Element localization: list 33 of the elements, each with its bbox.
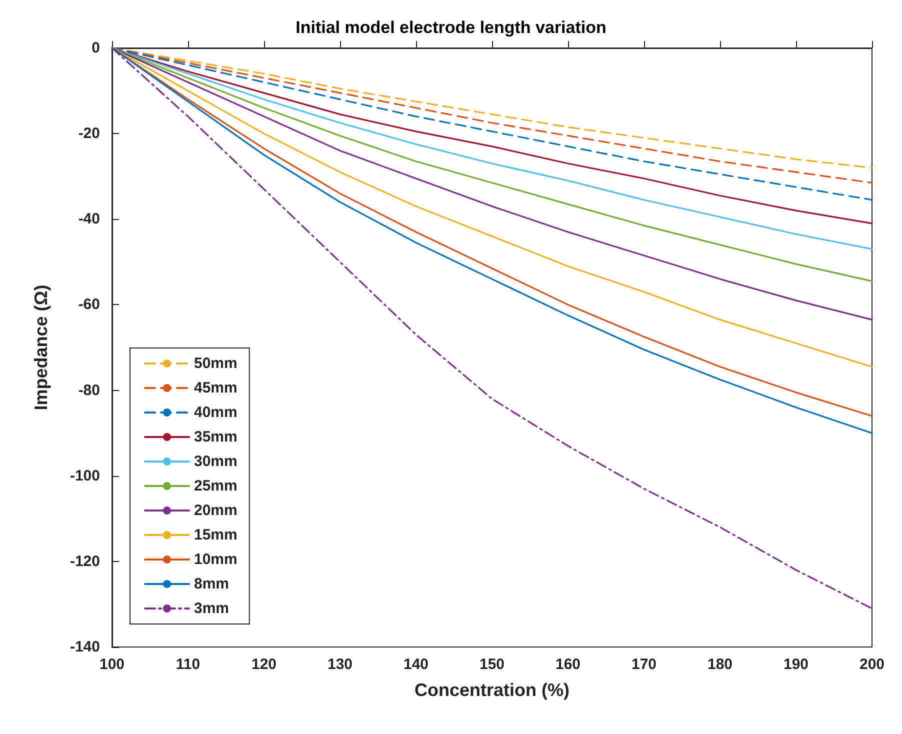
legend-label: 8mm xyxy=(194,576,230,592)
x-tick-label: 160 xyxy=(555,656,581,673)
x-tick-label: 100 xyxy=(99,656,125,673)
legend-label: 20mm xyxy=(194,502,238,519)
chart-title: Initial model electrode length variation xyxy=(296,18,606,37)
legend-label: 3mm xyxy=(194,600,230,617)
x-tick-label: 120 xyxy=(251,656,277,673)
x-tick-label: 140 xyxy=(403,656,429,673)
legend-label: 50mm xyxy=(194,355,238,372)
legend-label: 30mm xyxy=(194,453,238,470)
x-tick-label: 200 xyxy=(859,656,885,673)
x-tick-label: 130 xyxy=(327,656,353,673)
x-tick-label: 180 xyxy=(707,656,733,673)
legend-label: 15mm xyxy=(194,526,238,544)
legend-label: 40mm xyxy=(194,404,238,421)
x-tick-label: 150 xyxy=(479,656,505,673)
y-tick-label: 0 xyxy=(92,40,100,56)
x-tick-label: 170 xyxy=(631,656,657,673)
x-tick-label: 190 xyxy=(783,656,809,673)
legend-label: 25mm xyxy=(194,478,238,494)
y-tick-label: -60 xyxy=(78,296,100,314)
y-tick-label: -120 xyxy=(70,552,100,570)
x-axis-title: Concentration (%) xyxy=(414,680,570,700)
y-tick-label: -40 xyxy=(78,210,100,228)
y-tick-label: -100 xyxy=(70,467,100,484)
y-tick-label: -140 xyxy=(70,638,100,656)
legend-label: 10mm xyxy=(194,551,238,568)
y-tick-label: -20 xyxy=(78,125,100,142)
y-axis-title: Impedance (Ω) xyxy=(31,284,51,410)
x-tick-label: 110 xyxy=(176,656,200,673)
legend-label: 45mm xyxy=(194,380,238,396)
y-tick-label: -80 xyxy=(78,382,100,399)
legend-label: 35mm xyxy=(194,428,238,446)
